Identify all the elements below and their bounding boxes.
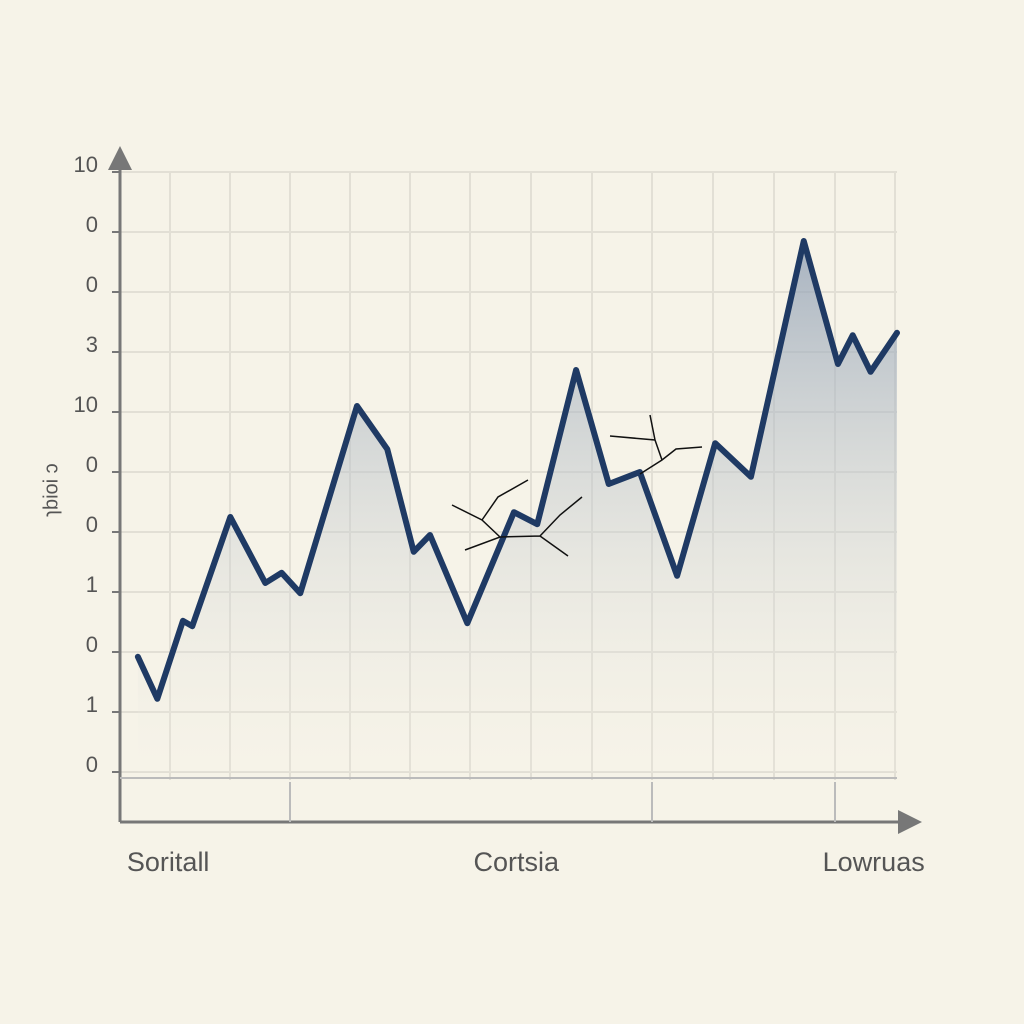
- y-axis-label: ɿbioi ɔ: [40, 463, 62, 516]
- y-tick-label: 10: [74, 152, 98, 177]
- y-tick-label: 1: [86, 692, 98, 717]
- area: [137, 241, 898, 772]
- y-tick-label: 0: [86, 212, 98, 237]
- y-tick-label: 1: [86, 572, 98, 597]
- line: [134, 238, 900, 702]
- y-tick-label: 10: [74, 392, 98, 417]
- x-tick-label: Lowruas: [823, 847, 925, 877]
- y-tick-label: 0: [86, 512, 98, 537]
- y-tick-label: 0: [86, 272, 98, 297]
- y-tick-label: 0: [86, 632, 98, 657]
- y-tick-label: 0: [86, 752, 98, 777]
- x-tick-label: Soritall: [127, 847, 210, 877]
- crack-decoration: [451, 414, 703, 557]
- y-tick-label: 3: [86, 332, 98, 357]
- axes: [108, 146, 922, 834]
- y-tick-label: 0: [86, 452, 98, 477]
- x-tick-label: Cortsia: [474, 847, 561, 877]
